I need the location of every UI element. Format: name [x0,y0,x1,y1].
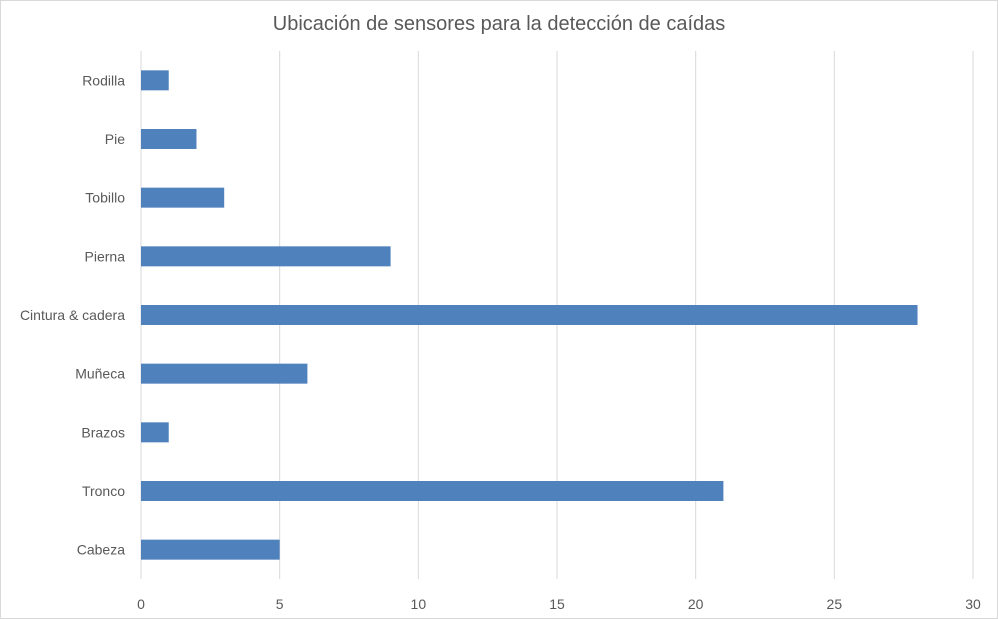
x-tick-label-10: 10 [411,596,427,612]
chart-title: Ubicación de sensores para la detección … [272,13,726,35]
bar-brazos [141,422,169,443]
x-tick-label-20: 20 [688,596,704,612]
bar-muñeca [141,363,308,384]
category-label: Cabeza [77,542,125,558]
bar-rodilla [141,70,169,91]
x-tick-label-15: 15 [549,596,565,612]
bar-pie [141,129,197,149]
x-tick-label-0: 0 [137,596,145,612]
category-label: Pierna [85,248,126,264]
category-label: Muñeca [75,366,125,382]
category-label: Brazos [81,424,125,440]
x-tick-label-30: 30 [965,596,981,612]
x-tick-label-5: 5 [276,596,284,612]
x-tick-label-25: 25 [827,596,843,612]
category-label: Tobillo [85,190,125,206]
bar-cabeza [141,539,280,560]
bar-pierna [141,246,391,267]
bar-tronco [141,481,724,501]
category-label: Rodilla [82,72,125,88]
category-label: Tronco [82,483,125,499]
bar-cintura-cadera [141,305,918,325]
bar-tobillo [141,187,225,208]
category-label: Pie [105,131,125,147]
category-label: Cintura & cadera [20,307,125,323]
